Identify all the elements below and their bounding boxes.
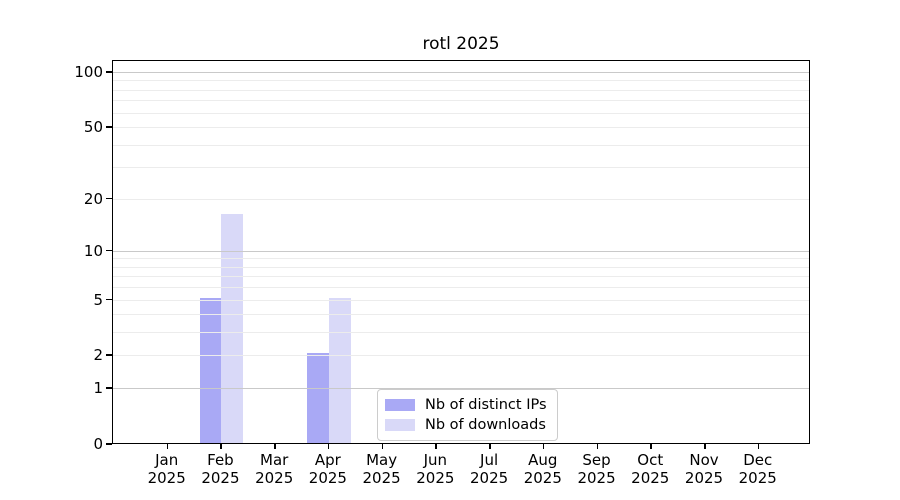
year-label: 2025	[469, 469, 509, 487]
gridline-minor	[113, 266, 809, 268]
bar-feb-series1	[221, 213, 244, 443]
gridline-minor	[113, 355, 809, 357]
y-axis-tick-mark	[106, 249, 112, 252]
gridline-minor	[113, 100, 809, 102]
y-axis-tick-label: 50	[83, 118, 103, 137]
x-axis-tick-mark	[542, 444, 545, 449]
x-axis-tick-label: Jul 2025	[457, 451, 521, 487]
x-axis-tick-mark	[274, 444, 276, 449]
gridline-minor	[113, 127, 809, 129]
gridline-minor	[113, 144, 809, 146]
x-axis-tick-mark	[220, 444, 222, 449]
bar-feb-series0	[199, 297, 222, 443]
gridline-major	[113, 388, 809, 390]
month-label: Jul	[480, 451, 499, 469]
x-axis-tick-label: May 2025	[350, 451, 414, 487]
month-label: Mar	[260, 451, 289, 469]
month-label: Jun	[423, 451, 448, 469]
gridline-minor	[113, 299, 809, 301]
y-axis-tick-label: 20	[83, 189, 103, 208]
y-axis-tick-label: 0	[93, 435, 103, 453]
x-axis-tick-label: Aug 2025	[511, 451, 575, 487]
gridline-minor	[113, 276, 809, 278]
x-axis-tick-mark	[704, 444, 706, 449]
month-label: Feb	[207, 451, 234, 469]
year-label: 2025	[738, 469, 777, 487]
y-axis-tick-mark	[106, 354, 112, 356]
plot-area	[112, 60, 810, 444]
gridline-minor	[113, 198, 809, 200]
x-axis-tick-mark	[757, 444, 760, 449]
month-label: Sep	[582, 451, 611, 469]
gridline-minor	[113, 80, 809, 82]
month-label: Aug	[528, 451, 558, 469]
x-axis-tick-label: Mar 2025	[242, 451, 306, 487]
y-axis-tick-mark	[106, 71, 112, 73]
month-label: May	[366, 451, 398, 469]
gridline-minor	[113, 112, 809, 114]
year-label: 2025	[416, 469, 455, 487]
y-axis-tick-label: 1	[93, 379, 103, 398]
x-axis-tick-label: Dec 2025	[726, 451, 790, 487]
month-label: Nov	[689, 451, 719, 469]
y-axis-tick-mark	[106, 197, 112, 200]
y-axis-tick-label: 5	[93, 290, 103, 309]
chart-title: rotl 2025	[422, 34, 500, 54]
gridline-minor	[113, 167, 809, 169]
y-axis-tick-mark	[106, 443, 112, 445]
x-axis-tick-label: Nov 2025	[672, 451, 736, 487]
year-label: 2025	[147, 469, 186, 487]
x-axis-tick-mark	[596, 444, 599, 449]
x-axis-tick-mark	[381, 444, 384, 449]
gridline-minor	[113, 89, 809, 91]
gridline-minor	[113, 332, 809, 334]
x-axis-tick-mark	[489, 444, 491, 449]
year-label: 2025	[362, 469, 401, 487]
x-axis-tick-mark	[435, 444, 437, 449]
x-axis-tick-mark	[650, 444, 652, 449]
month-label: Dec	[743, 451, 773, 469]
month-label: Oct	[637, 451, 664, 469]
bar-apr-series1	[328, 297, 351, 443]
x-axis-tick-mark	[166, 444, 169, 449]
year-label: 2025	[255, 469, 294, 487]
year-label: 2025	[684, 469, 724, 487]
bar-apr-series0	[307, 353, 329, 443]
y-axis-tick-mark	[106, 126, 112, 128]
y-axis-tick-label: 10	[83, 241, 103, 260]
y-axis-tick-label: 2	[93, 346, 103, 365]
year-label: 2025	[577, 469, 616, 487]
legend-swatch	[385, 399, 415, 411]
year-label: 2025	[631, 469, 670, 487]
x-axis-tick-label: Jan 2025	[135, 451, 199, 487]
legend-swatch	[385, 419, 415, 431]
x-axis-tick-label: Apr 2025	[296, 451, 360, 487]
year-label: 2025	[201, 469, 240, 487]
legend-item: Nb of distinct IPs	[385, 397, 547, 413]
legend: Nb of distinct IPs Nb of downloads	[377, 389, 558, 441]
x-axis-tick-mark	[327, 444, 330, 449]
year-label: 2025	[308, 469, 347, 487]
gridline-major	[113, 72, 809, 73]
gridline-minor	[113, 287, 809, 289]
legend-label: Nb of downloads	[425, 417, 546, 433]
year-label: 2025	[523, 469, 562, 487]
y-axis-tick-mark	[106, 298, 112, 301]
x-axis-tick-label: Oct 2025	[618, 451, 682, 487]
month-label: Apr	[314, 451, 341, 469]
legend-label: Nb of distinct IPs	[425, 397, 547, 413]
y-axis-tick-mark	[106, 387, 112, 389]
x-axis-tick-label: Jun 2025	[403, 451, 467, 487]
gridline-minor	[113, 258, 809, 260]
month-label: Jan	[155, 451, 179, 469]
gridline-minor	[113, 314, 809, 316]
x-axis-tick-label: Feb 2025	[188, 451, 252, 487]
legend-item: Nb of downloads	[385, 417, 547, 433]
x-axis-tick-label: Sep 2025	[565, 451, 629, 487]
y-axis-tick-label: 100	[74, 63, 103, 81]
gridline-major	[113, 250, 809, 252]
